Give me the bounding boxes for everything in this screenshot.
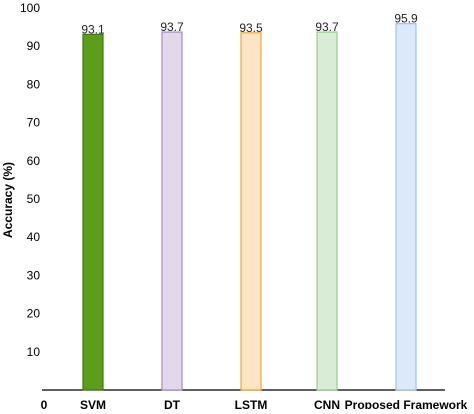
x-tick-label-proposed-framework: Proposed Framework: [345, 398, 468, 409]
y-tick-label-20: 20: [27, 307, 41, 321]
value-label-dt: 93.7: [160, 20, 184, 34]
y-axis-ticks: 100 90 80 70 60 50 40 30 20 10: [20, 1, 40, 359]
value-label-svm: 93.1: [81, 22, 105, 36]
value-label-proposed-framework: 95.9: [394, 12, 418, 26]
bar-svm: [82, 33, 104, 391]
y-axis-label: Accuracy (%): [1, 162, 15, 238]
value-label-lstm: 93.5: [239, 21, 263, 35]
y-tick-label-100: 100: [20, 1, 40, 15]
y-tick-label-30: 30: [27, 268, 41, 282]
y-tick-label-80: 80: [27, 77, 41, 91]
y-tick-label-70: 70: [27, 116, 41, 130]
bar-dt: [161, 31, 183, 391]
x-tick-label-cnn: CNN: [314, 398, 340, 409]
y-tick-label-50: 50: [27, 192, 41, 206]
value-labels: 93.1 93.7 93.5 93.7 95.9: [81, 12, 418, 37]
y-tick-label-40: 40: [27, 230, 41, 244]
x-tick-label-svm: SVM: [80, 398, 106, 409]
bar-proposed-framework: [395, 23, 417, 391]
y-tick-label-60: 60: [27, 154, 41, 168]
x-axis-tick-labels: SVM DT LSTM CNN Proposed Framework: [80, 398, 468, 412]
x-axis-origin-label: 0: [41, 398, 48, 409]
bars: [82, 23, 417, 391]
x-tick-label-dt: DT: [164, 398, 181, 409]
y-tick-label-90: 90: [27, 39, 41, 53]
bar-lstm: [240, 32, 262, 391]
x-tick-label-lstm: LSTM: [235, 398, 268, 409]
bar-cnn: [316, 31, 338, 391]
value-label-cnn: 93.7: [315, 20, 339, 34]
y-tick-label-10: 10: [27, 345, 41, 359]
